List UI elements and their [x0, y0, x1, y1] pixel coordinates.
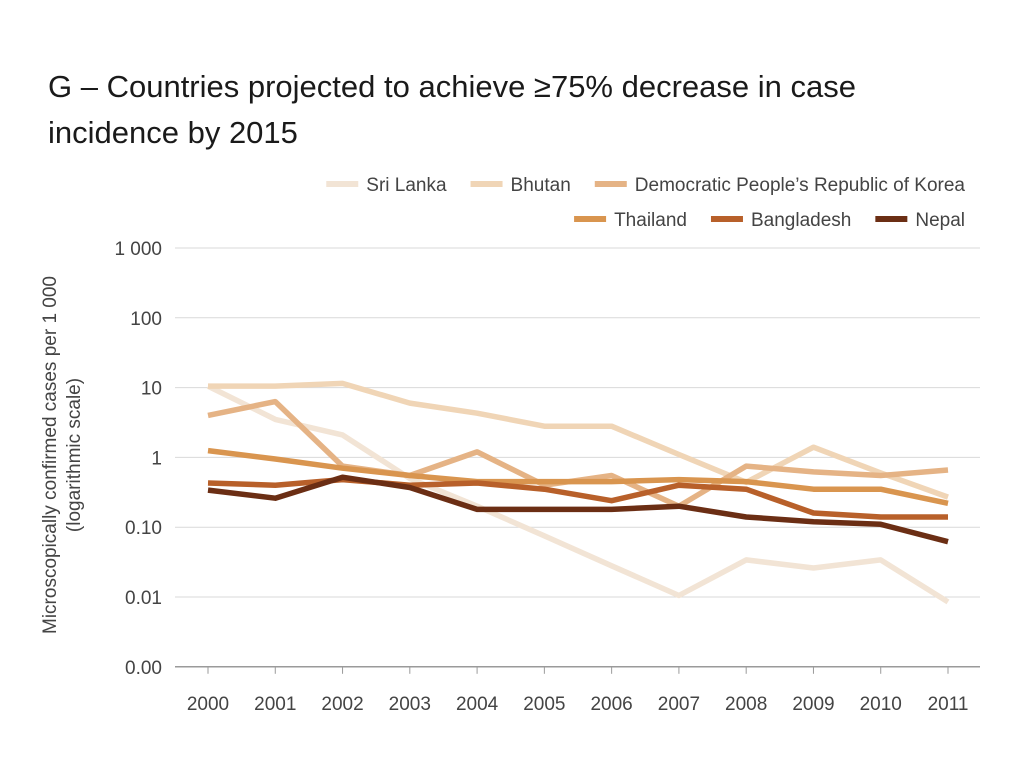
axes: 0.00 0.01 0.10 1 10 100 1 000 2000 2001 2002 2003 2…: [114, 239, 968, 715]
y-axis-label: Microscopically confirmed cases per 1 00…: [40, 276, 61, 634]
y-axis-label-subtitle: (logarithmic scale): [64, 378, 85, 532]
legend-label: Bangladesh: [751, 210, 851, 231]
y-tick-label: 0.00: [125, 658, 162, 679]
x-tick-label: 2004: [456, 694, 499, 715]
series-line-sri-lanka: [206, 383, 950, 605]
x-tick-label: 2003: [389, 694, 431, 715]
x-tick-label: 2005: [523, 694, 565, 715]
x-tick-label: 2001: [254, 694, 296, 715]
y-tick-label: 0.01: [125, 588, 162, 609]
x-tick-label: 2000: [187, 694, 229, 715]
x-tick-label: 2007: [658, 694, 700, 715]
legend-label: Bhutan: [511, 175, 571, 196]
legend-label: Democratic People’s Republic of Korea: [635, 175, 966, 196]
x-tick-label: 2006: [590, 694, 632, 715]
x-tick-label: 2011: [928, 694, 969, 715]
series-line-thailand: [207, 447, 949, 506]
x-tick-label: 2010: [860, 694, 902, 715]
chart-title: G – Countries projected to achieve ≥75% …: [48, 69, 856, 150]
series-line-bhutan: [208, 380, 949, 500]
series-lines: [206, 380, 950, 605]
y-tick-label: 100: [130, 309, 162, 330]
y-tick-label: 10: [141, 379, 162, 400]
x-tick-label: 2008: [725, 694, 767, 715]
x-tick-label: 2002: [321, 694, 363, 715]
y-tick-label: 1: [151, 448, 162, 469]
y-tick-label: 0.10: [125, 518, 162, 539]
series-line-nepal: [207, 474, 949, 545]
legend-label: Nepal: [915, 210, 965, 231]
legend-label: Thailand: [614, 210, 687, 231]
legend: Democratic People’s Republic of Korea Bhu…: [326, 175, 965, 231]
x-tick-label: 2009: [792, 694, 834, 715]
gridlines: [175, 247, 980, 668]
legend-label: Sri Lanka: [366, 175, 447, 196]
y-tick-label: 1 000: [114, 239, 162, 260]
